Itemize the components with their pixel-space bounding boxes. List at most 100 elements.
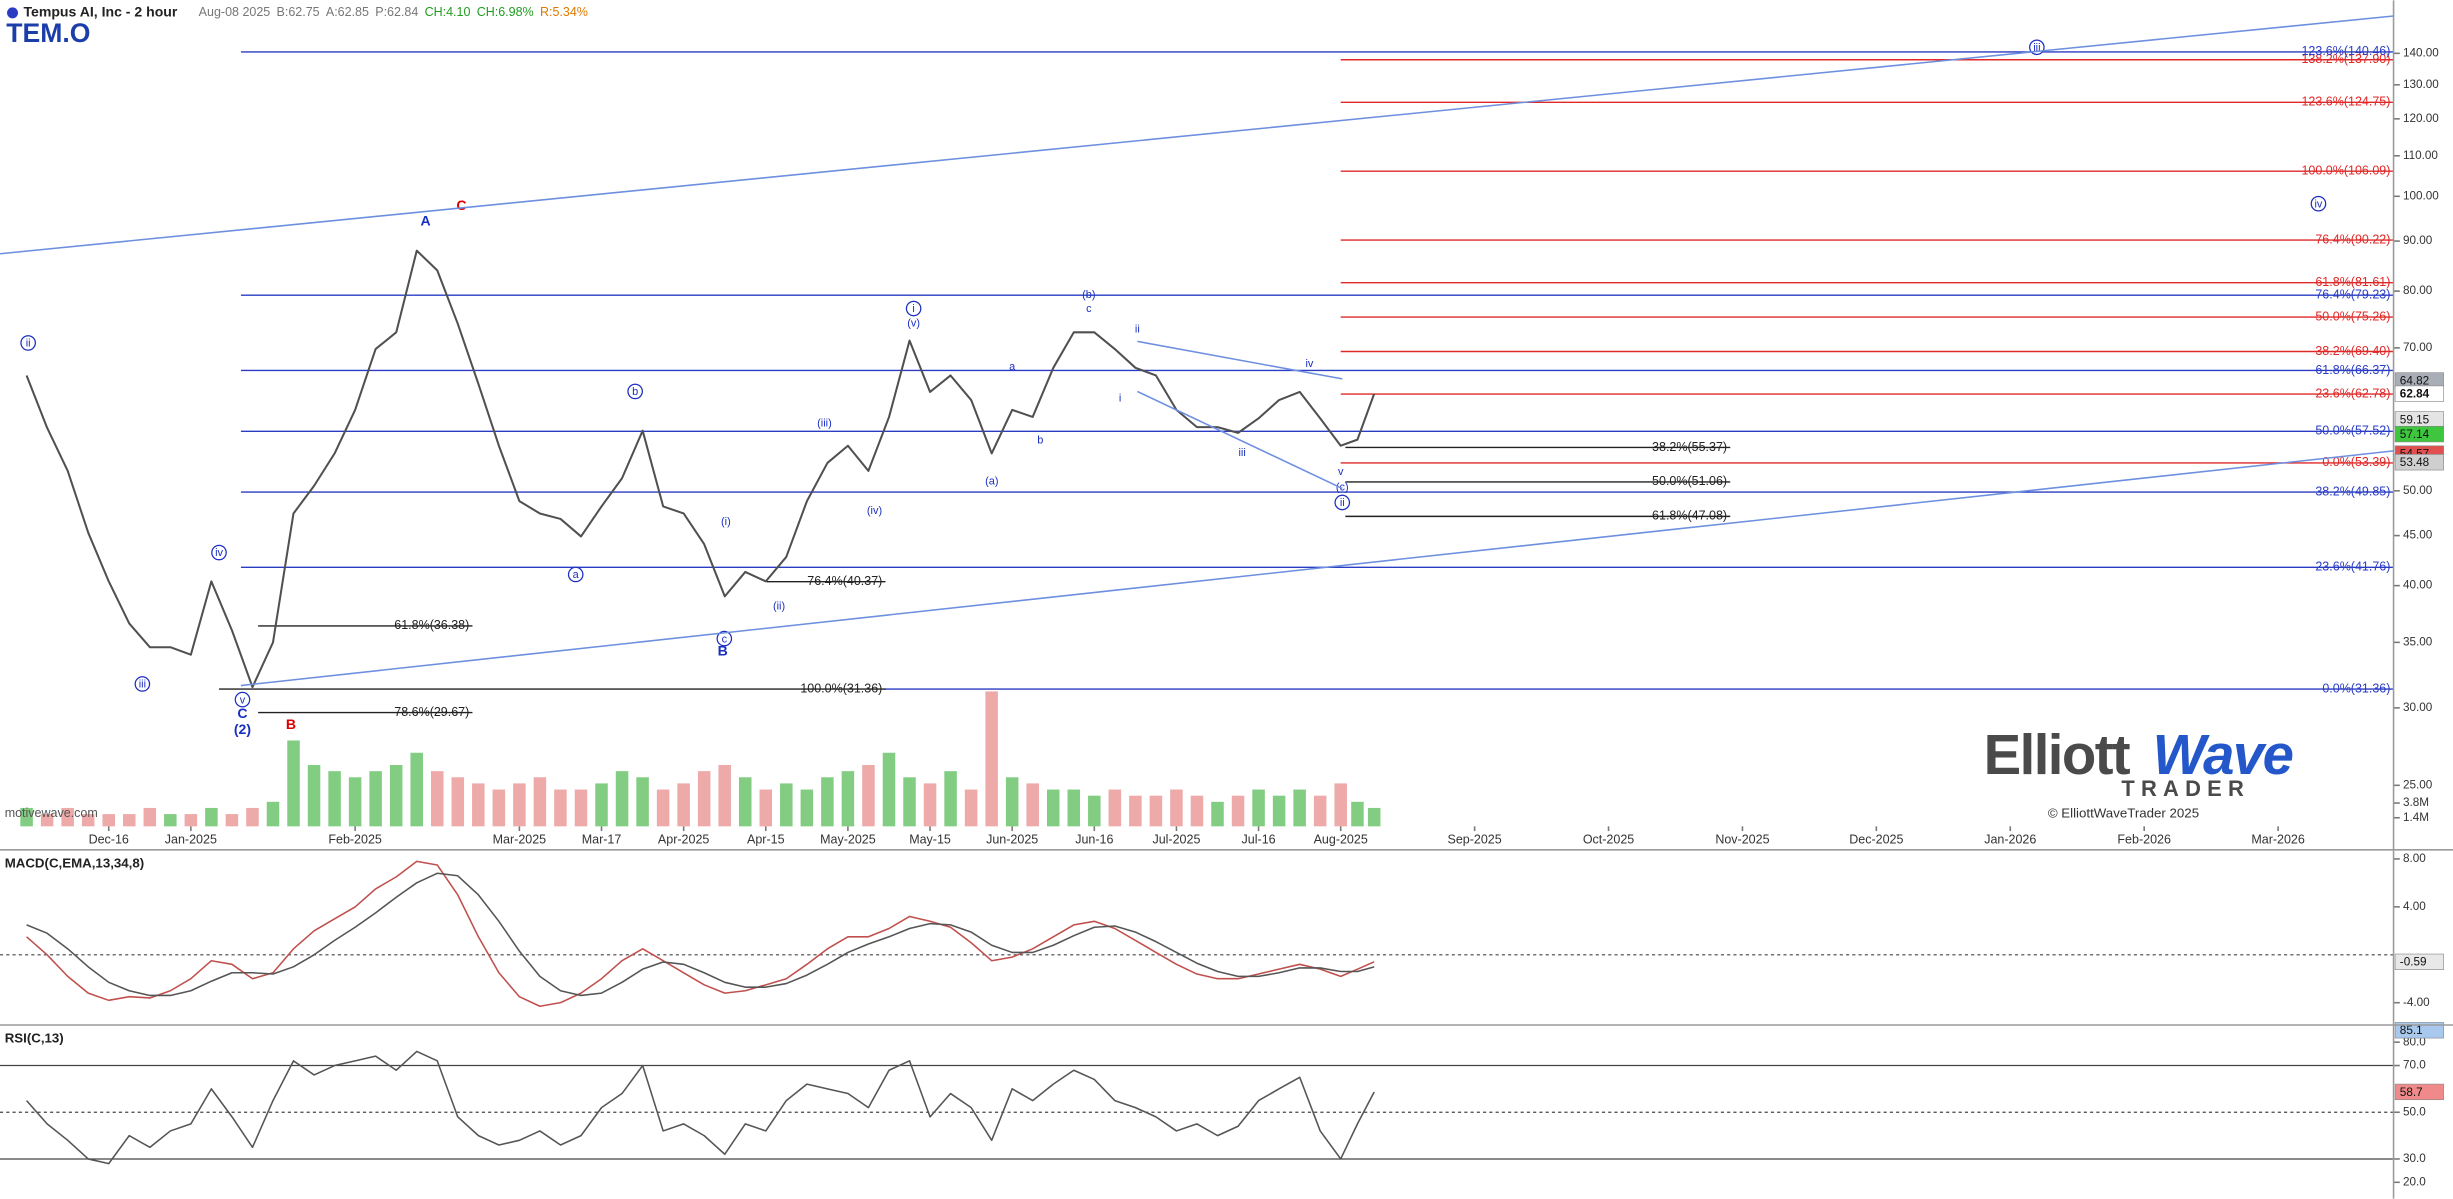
y-tick-label: 80.00 — [2403, 284, 2433, 297]
volume-bar — [123, 814, 136, 827]
x-tick-label: Feb-2025 — [328, 833, 382, 847]
fib-label: 50.0%(51.06) — [1652, 474, 1727, 488]
watermark: motivewave.com — [5, 806, 98, 820]
price-marker — [2394, 953, 2444, 970]
quote-item: P:62.84 — [375, 5, 418, 19]
y-tick-label: 130.00 — [2403, 78, 2439, 91]
volume-bar — [513, 783, 526, 827]
wave-label: iii — [139, 679, 146, 691]
x-tick-label: Jul-16 — [1242, 833, 1276, 847]
quote-item: CH:6.98% — [477, 5, 534, 19]
volume-bar — [574, 789, 588, 827]
volume-bar — [882, 752, 896, 827]
wave-circle — [627, 383, 643, 400]
volume-bar — [985, 691, 998, 827]
volume-bar — [266, 801, 280, 827]
wave-label: (c) — [1336, 482, 1349, 494]
price-marker-label: 57.14 — [2400, 428, 2430, 441]
volume-bar — [656, 789, 670, 827]
volume-bar — [1231, 795, 1245, 827]
volume-bar — [821, 777, 834, 827]
y-tick-label: 1.4M — [2403, 811, 2429, 824]
x-tick-label: Apr-2025 — [658, 833, 709, 847]
wave-circle — [20, 335, 36, 351]
wave-label: c — [722, 633, 728, 645]
copyright: © ElliottWaveTrader 2025 — [2048, 805, 2199, 820]
x-tick-label: Mar-2026 — [2251, 833, 2305, 847]
wave-label: iv — [215, 547, 223, 559]
price-marker-label: 53.48 — [2400, 456, 2430, 469]
quote-item: Aug-08 2025 — [199, 5, 271, 19]
y-tick-label: 20.0 — [2403, 1175, 2426, 1188]
volume-bar — [533, 777, 547, 827]
y-tick-label: 70.00 — [2403, 341, 2433, 354]
series-line — [26, 860, 1375, 1008]
y-tick-label: 110.00 — [2403, 149, 2438, 162]
y-tick-label: 80.0 — [2403, 1035, 2426, 1048]
y-tick-label: 140.00 — [2403, 46, 2439, 59]
volume-bar — [1190, 795, 1204, 827]
volume-bar — [1334, 783, 1347, 827]
price-marker-label: 58.7 — [2400, 1086, 2423, 1099]
x-tick-label: Jun-2025 — [986, 833, 1038, 847]
series-line — [26, 1050, 1375, 1165]
x-tick-label: Jan-2025 — [165, 833, 217, 847]
wave-label: v — [1338, 466, 1344, 478]
fib-label: 38.2%(55.37) — [1652, 440, 1727, 454]
volume-bar — [615, 771, 629, 827]
layers: 25.0030.0035.0040.0045.0050.0070.0080.00… — [0, 39, 2444, 1188]
x-tick-label: Dec-16 — [89, 833, 129, 847]
volume-bar — [1005, 777, 1019, 827]
fib-label: 100.0%(106.09) — [2301, 163, 2390, 177]
y-tick-label: 45.00 — [2403, 529, 2433, 542]
wave-circle — [567, 566, 584, 583]
fib-label: 78.6%(29.67) — [394, 705, 469, 719]
fib-label: 138.2%(137.90) — [2301, 52, 2390, 66]
volume-bar — [1067, 789, 1081, 827]
volume-bar — [636, 777, 649, 827]
y-tick-label: 70.0 — [2403, 1059, 2426, 1072]
volume-bar — [1351, 801, 1364, 827]
x-tick-label: Mar-17 — [582, 833, 622, 847]
wave-circle — [716, 630, 733, 647]
rsi-title: RSI(C,13) — [5, 1031, 64, 1046]
wave-label: iv — [2315, 198, 2323, 210]
volume-bar — [677, 783, 690, 827]
volume-bar — [964, 789, 978, 827]
volume-bar — [492, 789, 506, 827]
y-tick-label: 120.00 — [2403, 112, 2439, 125]
volume-bar — [697, 771, 711, 827]
y-tick-label: 4.00 — [2403, 900, 2426, 913]
volume-bar — [40, 814, 54, 827]
y-tick-label: 30.00 — [2403, 701, 2433, 714]
y-tick-label: 8.00 — [2403, 852, 2426, 865]
wave-label: iv — [1305, 358, 1313, 370]
volume-bar — [780, 783, 793, 827]
price-marker — [2394, 1022, 2444, 1039]
volume-bar — [1367, 807, 1381, 827]
x-tick-label: Sep-2025 — [1448, 833, 1502, 847]
volume-bar — [246, 807, 259, 827]
y-tick-label: 100.00 — [2403, 189, 2439, 202]
wave-circle — [905, 300, 922, 317]
price-marker-label: 64.82 — [2400, 374, 2429, 387]
volume-bar — [1313, 795, 1327, 827]
wave-label: (2) — [234, 721, 251, 737]
symbol: TEM.O — [6, 18, 90, 48]
quote-item: A:62.85 — [326, 5, 369, 19]
wave-label: (iii) — [817, 417, 832, 429]
wave-label: (v) — [907, 317, 920, 329]
volume-bar — [328, 771, 341, 827]
volume-bar — [1293, 789, 1306, 827]
fib-label: 76.4%(90.22) — [2315, 232, 2390, 246]
wave-label: A — [420, 212, 430, 228]
y-tick-label: 3.8M — [2403, 796, 2429, 809]
fib-label: 76.4%(79.23) — [2315, 288, 2390, 302]
volume-bar — [205, 807, 218, 827]
volume-bar — [759, 789, 773, 827]
fib-label: 61.8%(81.61) — [2315, 275, 2390, 289]
trend-line — [0, 15, 2394, 255]
quote-item: CH:4.10 — [425, 5, 471, 19]
volume-bar — [472, 783, 485, 827]
x-tick-label: Mar-2025 — [493, 833, 547, 847]
